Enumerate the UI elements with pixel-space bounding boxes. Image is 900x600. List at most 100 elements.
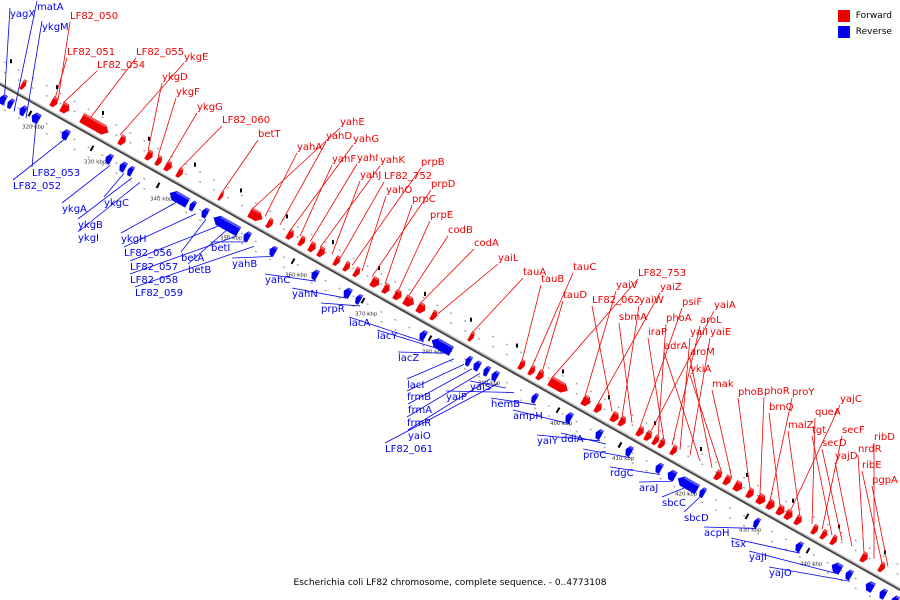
forward-gene-feature xyxy=(547,375,568,393)
track-marker xyxy=(286,214,288,219)
leader-line xyxy=(769,397,793,501)
reverse-gene-feature xyxy=(891,595,900,600)
reverse-gene-feature xyxy=(31,112,42,125)
leader-line xyxy=(187,230,227,265)
scale-label: 410 kbp xyxy=(612,456,635,462)
gene-label: prpE xyxy=(430,210,453,221)
scale-label: 360 kbp xyxy=(285,272,308,278)
leader-line xyxy=(406,358,455,380)
reverse-gene-feature xyxy=(699,487,708,499)
leader-line xyxy=(663,351,701,462)
forward-gene-feature xyxy=(527,364,536,376)
gene-label: tgt xyxy=(812,425,826,436)
leader-line xyxy=(221,139,259,193)
leader-line xyxy=(857,454,865,554)
gene-label: phoB xyxy=(738,387,764,398)
leader-line xyxy=(748,550,837,574)
gene-label: frmR xyxy=(407,418,431,429)
reverse-gene-feature xyxy=(419,330,429,342)
leader-line xyxy=(584,290,617,397)
leader-line xyxy=(348,316,425,343)
gene-label: ykgA xyxy=(62,204,87,215)
track-marker xyxy=(424,291,426,296)
gene-label: yaiS xyxy=(470,382,491,393)
reverse-gene-feature xyxy=(7,98,16,110)
gene-label: aroM xyxy=(690,347,715,358)
gene-label: adrA xyxy=(664,341,688,352)
gene-label: lacI xyxy=(407,380,424,391)
leader-line xyxy=(147,82,163,151)
gene-labels: LF82_050 LF82_051 LF82_054 LF82_055 ykgE ykgD… xyxy=(10,2,898,579)
gene-label: yahE xyxy=(340,117,365,128)
leader-line xyxy=(31,123,37,168)
reverse-gene-feature xyxy=(343,287,353,300)
forward-gene-feature xyxy=(593,401,602,413)
gene-label: frmA xyxy=(408,405,432,416)
scale-tick xyxy=(805,547,811,554)
forward-swatch xyxy=(837,10,850,22)
leader-line xyxy=(711,389,733,480)
forward-gene-feature xyxy=(154,155,163,166)
gene-label: lacZ xyxy=(398,353,419,364)
leader-line xyxy=(512,409,571,425)
leader-line xyxy=(821,435,843,530)
gene-label: ykgM xyxy=(42,22,69,33)
reverse-gene-feature xyxy=(105,153,115,165)
gene-label: proY xyxy=(792,387,815,398)
leader-line xyxy=(134,245,255,288)
gene-label: araJ xyxy=(639,483,658,494)
leader-line xyxy=(25,20,43,119)
leader-line xyxy=(871,485,889,567)
gene-label: yahI xyxy=(357,153,378,164)
leader-line xyxy=(469,380,507,389)
gene-label: tauB xyxy=(541,274,564,285)
gene-label: LF82_054 xyxy=(97,60,145,71)
leader-line xyxy=(361,195,387,272)
forward-gene-feature xyxy=(535,369,544,381)
reverse-swatch xyxy=(837,26,850,38)
gene-label: ykgD xyxy=(162,72,188,83)
leader-line xyxy=(3,7,11,106)
gene-label: yahN xyxy=(292,289,318,300)
forward-gene-feature xyxy=(79,113,109,135)
scale-label: 440 kbp xyxy=(800,562,823,568)
leader-line xyxy=(789,404,841,512)
gene-label: yaiP xyxy=(446,392,467,403)
reverse-gene-feature xyxy=(61,129,71,141)
leader-line xyxy=(351,167,422,266)
leader-line xyxy=(730,537,801,554)
leader-line xyxy=(679,337,691,450)
leader-line xyxy=(638,480,673,483)
gene-label: yahJ xyxy=(360,170,381,181)
reverse-gene-feature xyxy=(655,462,665,474)
gene-label: tsx xyxy=(731,539,746,550)
reverse-gene-feature xyxy=(311,269,321,281)
reverse-gene-feature xyxy=(491,370,501,382)
gene-label: LF82_753 xyxy=(638,268,686,279)
leader-line xyxy=(768,566,851,582)
gene-label: yahG xyxy=(353,134,379,145)
gene-label: ribE xyxy=(862,460,882,471)
forward-gene-feature xyxy=(580,394,591,407)
leader-line xyxy=(371,189,432,277)
leader-line xyxy=(657,323,667,438)
gene-label: yaiE xyxy=(710,327,731,338)
forward-gene-feature xyxy=(669,444,678,456)
gene-label: queA xyxy=(815,407,841,418)
gene-label: LF82_051 xyxy=(67,47,115,58)
gene-label: sbcD xyxy=(684,513,709,524)
legend-reverse: Reverse xyxy=(837,24,892,40)
forward-gene-feature xyxy=(307,241,316,253)
track-marker xyxy=(240,188,242,193)
gene-label: betB xyxy=(188,265,211,276)
track-guide xyxy=(0,68,900,577)
gene-label: yahF xyxy=(332,154,356,165)
gene-label: yahC xyxy=(265,275,290,286)
gene-label: acpH xyxy=(704,528,730,539)
leader-line xyxy=(279,141,327,226)
leader-line xyxy=(62,70,98,104)
chromosome-axis xyxy=(0,81,900,592)
reverse-gene-feature xyxy=(213,215,242,237)
gene-label: LF82_062 xyxy=(592,295,640,306)
